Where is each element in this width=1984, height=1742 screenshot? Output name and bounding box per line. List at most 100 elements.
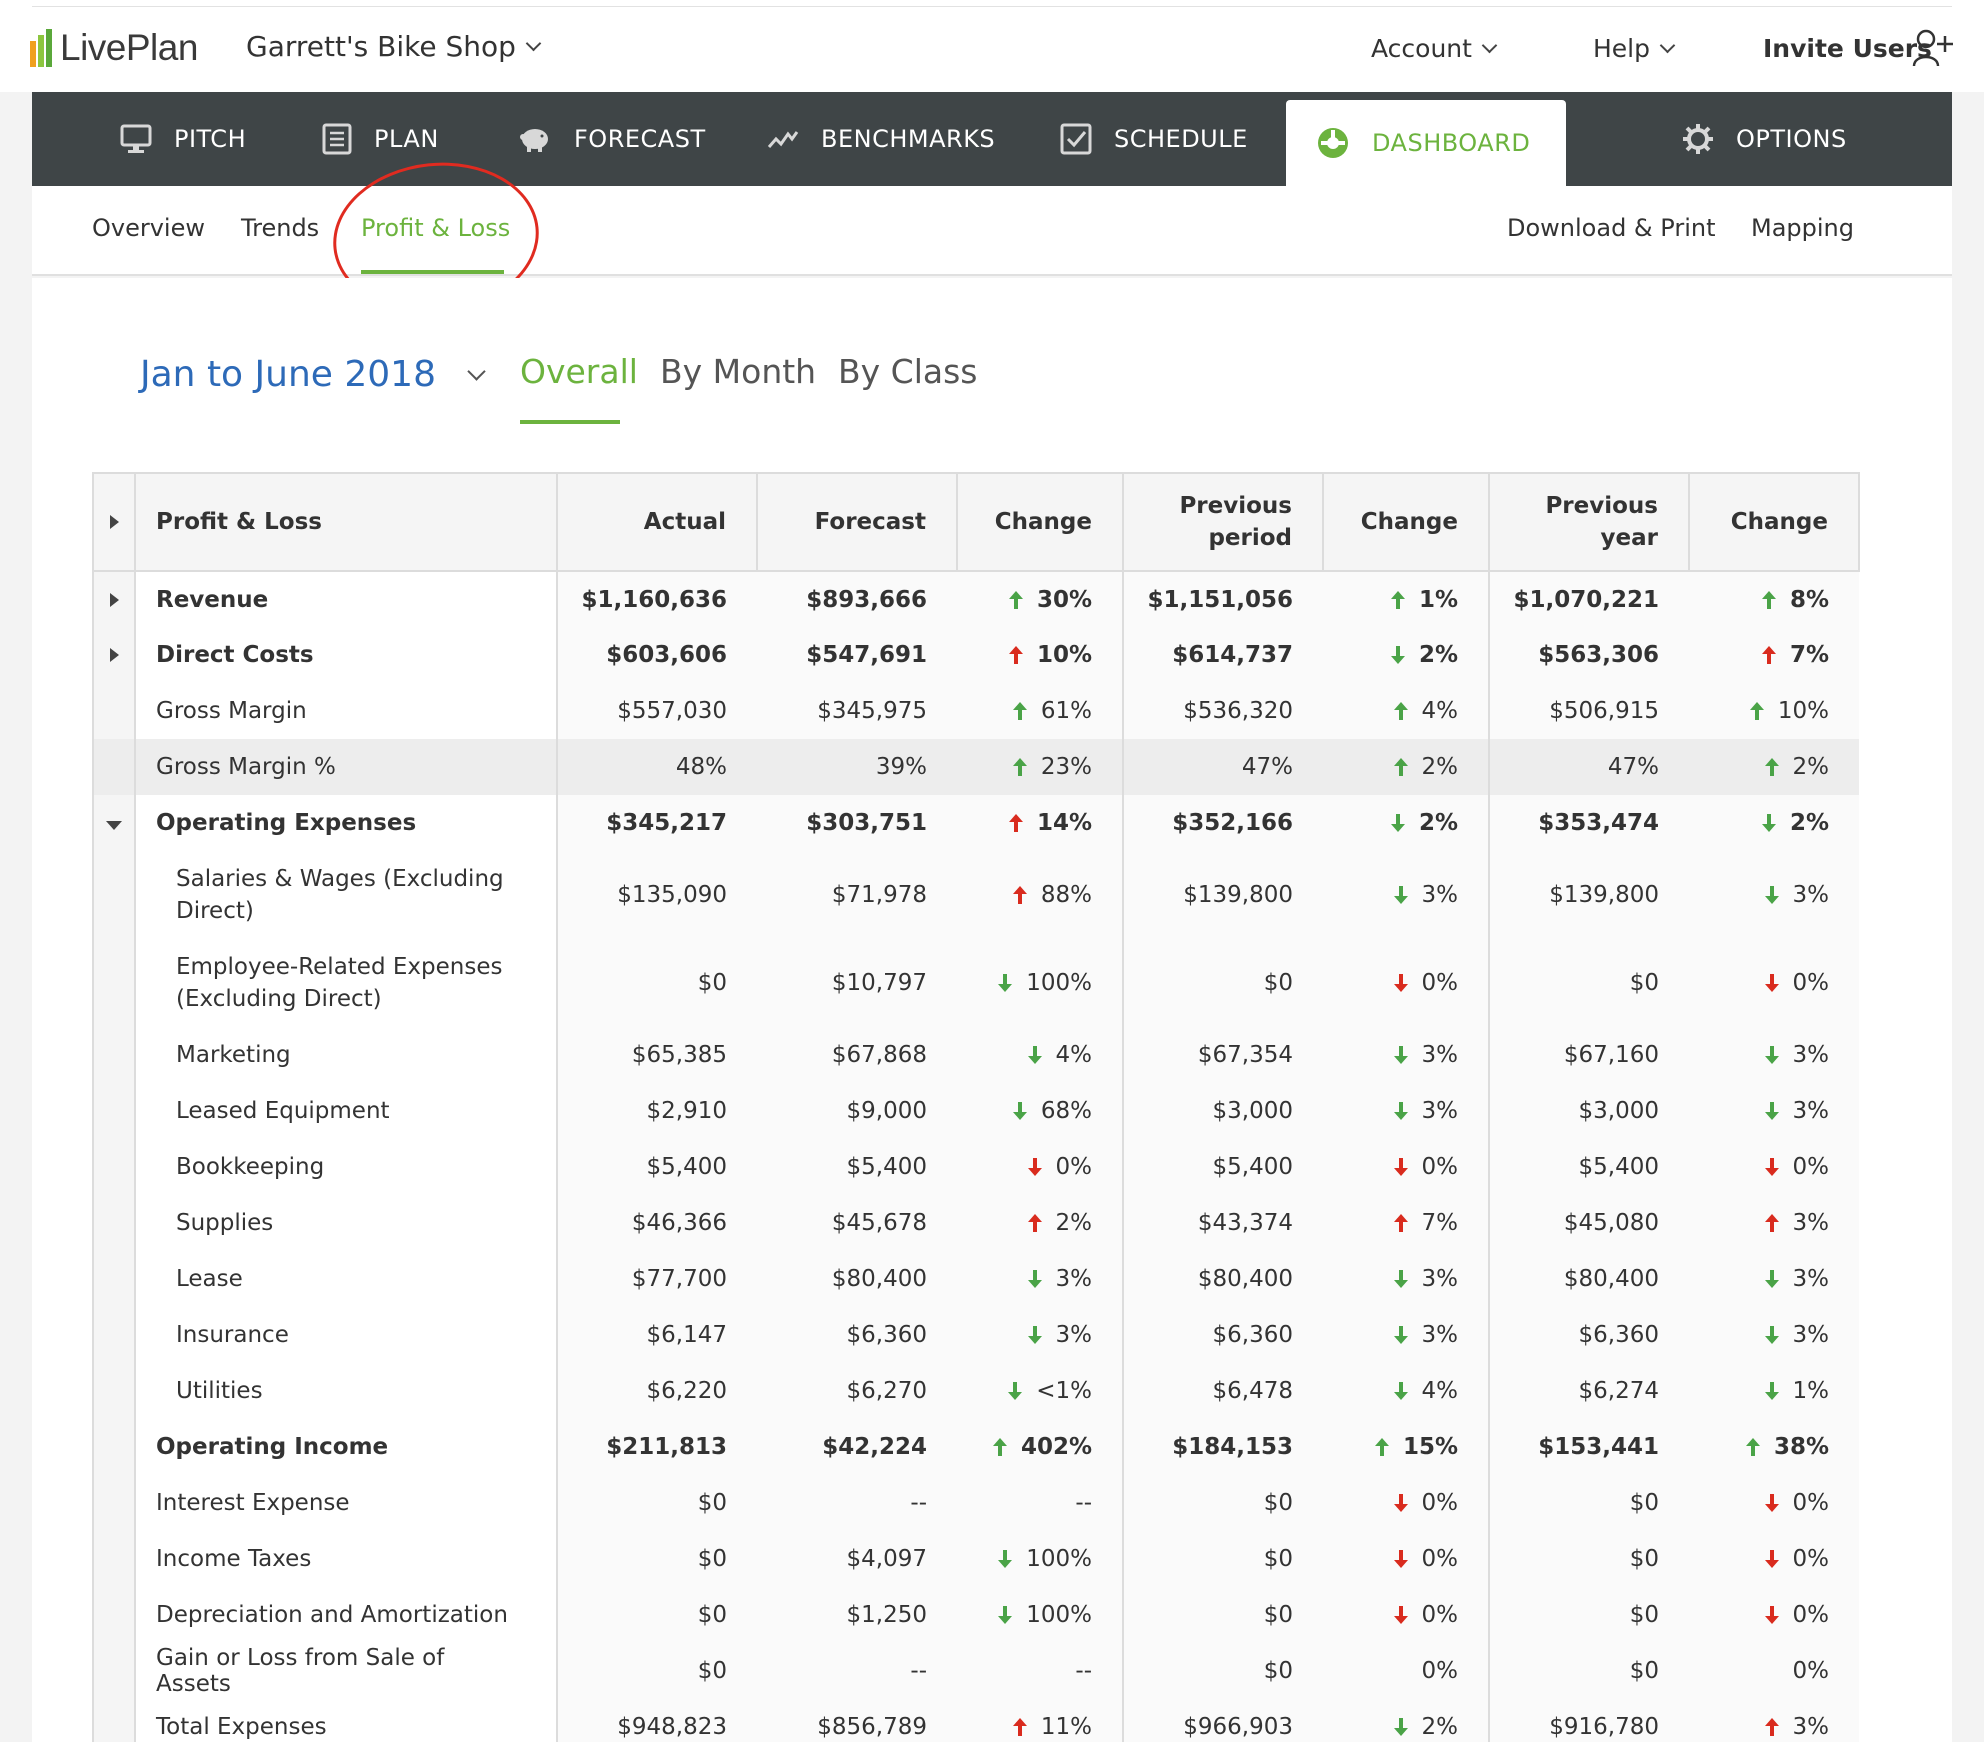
change-cell: 30%: [957, 571, 1124, 627]
change-cell: 0%: [1689, 939, 1859, 1027]
arrow-down-icon: [1390, 814, 1405, 832]
change-value: 11%: [1040, 1714, 1092, 1740]
download-print-link[interactable]: Download & Print: [1507, 214, 1716, 242]
main-nav: PITCH PLAN FORECAST BENCHMARKS SCHED: [32, 92, 1952, 186]
forecast-cell: 39%: [757, 739, 957, 795]
row-toggle[interactable]: [92, 627, 136, 683]
arrow-up-icon: [1761, 590, 1776, 609]
change-value: 0%: [1792, 1154, 1830, 1180]
subtab-overview[interactable]: Overview: [92, 214, 205, 242]
change-value: 1%: [1418, 586, 1458, 613]
arrow-up-icon: [1764, 758, 1779, 776]
arrow-down-icon: [1764, 1270, 1779, 1288]
help-menu[interactable]: Help: [1593, 34, 1676, 63]
previous-year-cell: $353,474: [1489, 795, 1689, 851]
change-value: 100%: [1026, 1546, 1092, 1572]
change-cell: 7%: [1689, 627, 1859, 683]
row-toggle: [92, 1363, 136, 1419]
view-tab-by-class[interactable]: By Class: [838, 352, 978, 391]
row-label: Depreciation and Amortization: [135, 1587, 558, 1643]
change-value: 61%: [1040, 698, 1092, 724]
previous-year-cell: $139,800: [1489, 851, 1689, 939]
previous-period-cell: $3,000: [1123, 1083, 1323, 1139]
row-toggle: [92, 1475, 136, 1531]
row-toggle[interactable]: [92, 571, 136, 627]
arrow-down-icon: [1393, 1382, 1408, 1400]
arrow-up-icon: [1393, 758, 1408, 776]
arrow-up-icon: [1764, 1214, 1779, 1232]
actual-cell: $6,220: [557, 1363, 757, 1419]
row-label: Lease: [135, 1251, 558, 1307]
tab-plan[interactable]: PLAN: [322, 92, 439, 186]
table-row[interactable]: Revenue $1,160,636 $893,666 30% $1,151,056 1%…: [92, 571, 1859, 627]
change-cell: 0%: [1323, 1139, 1490, 1195]
arrow-up-icon: [1764, 1718, 1779, 1736]
row-toggle: [92, 1531, 136, 1587]
row-label: Marketing: [135, 1027, 558, 1083]
tab-dashboard[interactable]: DASHBOARD: [1286, 100, 1566, 186]
tab-options[interactable]: OPTIONS: [1682, 92, 1847, 186]
actual-cell: $65,385: [557, 1027, 757, 1083]
change-cell: --: [957, 1475, 1124, 1531]
arrow-up-icon: [1393, 702, 1408, 720]
change-value: 4%: [1421, 1378, 1459, 1404]
change-value: 0%: [1792, 970, 1830, 996]
change-value: 3%: [1055, 1322, 1093, 1348]
tab-forecast[interactable]: FORECAST: [518, 92, 706, 186]
previous-year-cell: $0: [1489, 1643, 1689, 1699]
tab-pitch[interactable]: PITCH: [120, 92, 246, 186]
liveplan-logo[interactable]: LivePlan: [30, 26, 198, 70]
row-label: Operating Income: [135, 1419, 558, 1475]
forecast-cell: $6,360: [757, 1307, 957, 1363]
table-row[interactable]: Direct Costs $603,606 $547,691 10% $614,737 2…: [92, 627, 1859, 683]
mapping-link[interactable]: Mapping: [1751, 214, 1854, 242]
forecast-cell: $9,000: [757, 1083, 957, 1139]
caret-right-icon: [109, 515, 119, 529]
top-divider: [32, 6, 1952, 7]
forecast-cell: --: [757, 1643, 957, 1699]
arrow-down-icon: [1027, 1046, 1042, 1064]
chevron-down-icon: [467, 362, 486, 381]
tab-schedule[interactable]: SCHEDULE: [1060, 92, 1248, 186]
change-value: 3%: [1421, 1098, 1459, 1124]
caret-right-icon: [109, 648, 119, 662]
view-tab-overall[interactable]: Overall: [520, 352, 638, 391]
previous-period-cell: 47%: [1123, 739, 1323, 795]
table-row: Lease $77,700 $80,400 3% $80,400 3% $80,400 3%: [92, 1251, 1859, 1307]
previous-year-cell: $5,400: [1489, 1139, 1689, 1195]
table-row[interactable]: Operating Expenses $345,217 $303,751 14% $35…: [92, 795, 1859, 851]
subtab-trends[interactable]: Trends: [241, 214, 320, 242]
change-value: 0%: [1792, 1602, 1830, 1628]
add-user-icon[interactable]: [1912, 28, 1954, 68]
actual-cell: $1,160,636: [557, 571, 757, 627]
row-toggle[interactable]: [92, 795, 136, 851]
trend-line-icon: [767, 131, 799, 148]
col-header-previous-year: Previous year: [1489, 472, 1690, 572]
change-value: 2%: [1055, 1210, 1093, 1236]
previous-period-cell: $966,903: [1123, 1699, 1323, 1742]
row-label: Income Taxes: [135, 1531, 558, 1587]
row-label: Gross Margin: [135, 683, 558, 739]
tab-forecast-label: FORECAST: [574, 125, 706, 153]
tab-benchmarks[interactable]: BENCHMARKS: [767, 92, 995, 186]
previous-period-cell: $352,166: [1123, 795, 1323, 851]
period-selector[interactable]: Jan to June 2018: [140, 354, 486, 395]
subtab-profit-loss[interactable]: Profit & Loss: [361, 214, 511, 242]
change-value: 3%: [1792, 1098, 1830, 1124]
row-label: Gross Margin %: [135, 739, 558, 795]
change-value: 100%: [1026, 1602, 1092, 1628]
row-toggle: [92, 1643, 136, 1699]
active-subtab-indicator: [361, 270, 504, 274]
company-switcher[interactable]: Garrett's Bike Shop: [246, 30, 542, 63]
arrow-down-icon: [1393, 1550, 1408, 1568]
actual-cell: $46,366: [557, 1195, 757, 1251]
change-cell: 0%: [1323, 939, 1490, 1027]
change-value: 2%: [1792, 754, 1830, 780]
invite-users-link[interactable]: Invite Users: [1763, 34, 1932, 63]
arrow-down-icon: [1393, 974, 1408, 992]
expand-all-toggle[interactable]: [92, 472, 136, 572]
account-menu[interactable]: Account: [1371, 34, 1498, 63]
view-tab-by-month[interactable]: By Month: [660, 352, 817, 391]
previous-year-cell: $67,160: [1489, 1027, 1689, 1083]
previous-year-cell: $80,400: [1489, 1251, 1689, 1307]
